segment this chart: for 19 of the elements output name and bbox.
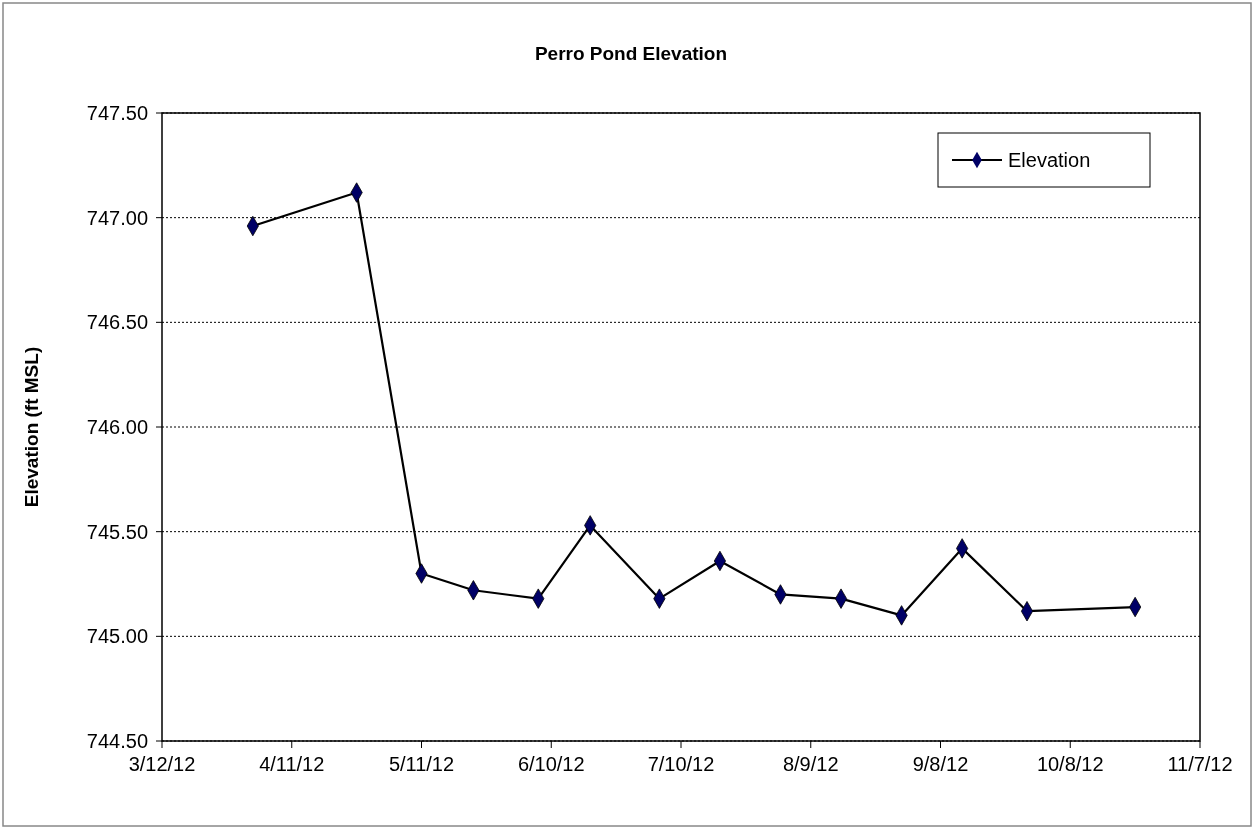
x-tick-label: 3/12/12 — [128, 753, 196, 775]
x-tick-label: 11/7/12 — [1167, 753, 1233, 775]
x-tick-label: 8/9/12 — [782, 753, 839, 775]
y-tick-label: 745.00 — [86, 625, 148, 648]
chart-title: Perro Pond Elevation — [534, 43, 728, 64]
x-tick-label: 10/8/12 — [1036, 753, 1104, 775]
x-tick-label: 6/10/12 — [517, 753, 585, 775]
y-tick-label: 744.50 — [86, 730, 148, 752]
x-tick-label: 4/11/12 — [259, 753, 325, 775]
y-tick-label: 747.00 — [86, 206, 148, 229]
x-tick-label: 5/11/12 — [388, 753, 455, 775]
x-tick-label: 7/10/12 — [647, 753, 715, 775]
legend-label: Elevation — [1008, 149, 1091, 171]
y-axis-title: Elevation (ft MSL) — [21, 346, 42, 508]
x-tick-label: 9/8/12 — [912, 753, 969, 775]
y-tick-label: 746.50 — [86, 311, 148, 334]
y-tick-label: 746.00 — [86, 416, 148, 438]
y-tick-label: 747.50 — [86, 102, 148, 124]
y-tick-label: 745.50 — [86, 520, 148, 543]
